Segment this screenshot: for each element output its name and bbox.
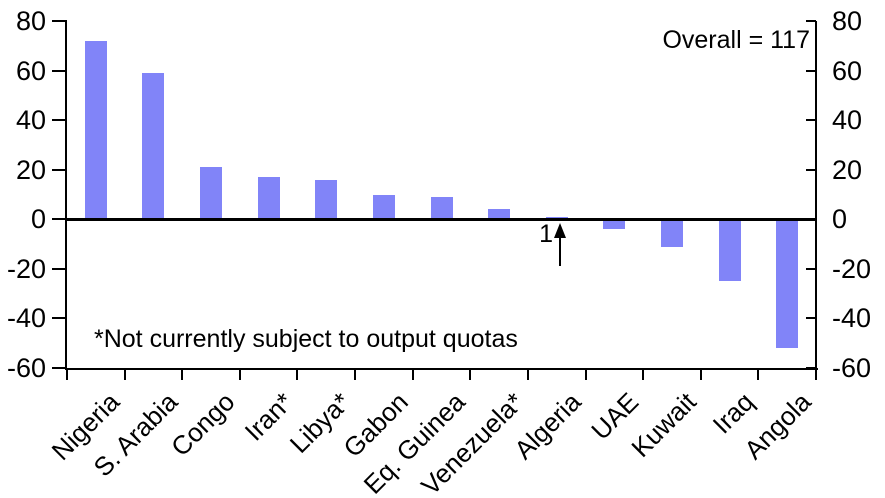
- x-tick: [296, 368, 299, 380]
- x-tick: [757, 368, 760, 380]
- bar-uae: [603, 219, 626, 230]
- x-tick: [815, 368, 817, 380]
- x-tick: [411, 368, 414, 380]
- y-tick-label-left: 60: [15, 55, 46, 86]
- x-category-label-congo: Congo: [165, 386, 241, 462]
- bar-nigeria: [84, 40, 107, 220]
- y-tick-label-right: 20: [832, 154, 863, 185]
- bar-kuwait: [660, 219, 683, 247]
- bar-iran: [257, 177, 280, 220]
- y-tick-left: [52, 20, 67, 22]
- bar-iraq: [718, 219, 741, 282]
- overall-annotation: Overall = 117: [662, 26, 810, 54]
- bar-congo: [200, 167, 223, 220]
- y-tick-label-right: 0: [832, 204, 848, 235]
- y-tick-label-right: -40: [832, 303, 872, 334]
- x-tick: [354, 368, 357, 380]
- y-tick-label-right: -20: [832, 253, 872, 284]
- y-tick-right: [806, 69, 816, 72]
- x-tick: [526, 368, 529, 380]
- y-tick-label-right: 40: [832, 105, 863, 136]
- bar-venezuela: [488, 209, 511, 220]
- y-tick-label-right: 60: [832, 55, 863, 86]
- y-tick-label-left: -60: [6, 353, 46, 383]
- y-tick-label-left: 0: [30, 204, 46, 235]
- y-tick-label-left: -20: [6, 253, 46, 284]
- y-tick-right: [806, 317, 816, 320]
- zero-line: [66, 217, 816, 221]
- x-tick: [642, 368, 645, 380]
- x-tick: [584, 368, 587, 380]
- x-tick: [699, 368, 702, 380]
- y-tick-right: [806, 267, 816, 270]
- y-tick-label-right: -60: [832, 353, 872, 383]
- y-tick-label-right: 80: [832, 6, 863, 36]
- y-axis-left: [65, 21, 67, 370]
- algeria-value-label: 1: [539, 220, 553, 248]
- bar-libya: [315, 179, 338, 220]
- y-tick-left: [52, 317, 67, 320]
- y-axis-right: [815, 21, 817, 370]
- y-tick-left: [52, 119, 67, 122]
- x-tick: [66, 368, 68, 380]
- x-tick: [469, 368, 472, 380]
- y-tick-left: [52, 69, 67, 72]
- bar-eq-guinea: [430, 196, 453, 220]
- bar-s-arabia: [142, 73, 165, 220]
- arrow-head: [554, 223, 566, 238]
- y-tick-left: [52, 267, 67, 270]
- x-axis: [65, 368, 818, 370]
- y-tick-right: [806, 168, 816, 171]
- x-tick: [123, 368, 126, 380]
- y-tick-left: [52, 168, 67, 171]
- bar-angola: [776, 219, 799, 349]
- x-tick: [181, 368, 184, 380]
- arrow-shaft: [559, 234, 561, 266]
- y-tick-label-left: 40: [15, 105, 46, 136]
- bar-gabon: [372, 194, 395, 220]
- y-tick-left: [52, 367, 67, 369]
- y-tick-label-left: 20: [15, 154, 46, 185]
- y-tick-right: [806, 20, 816, 22]
- footnote-annotation: *Not currently subject to output quotas: [94, 325, 518, 353]
- y-tick-label-left: 80: [15, 6, 46, 36]
- y-tick-right: [806, 119, 816, 122]
- x-tick: [238, 368, 241, 380]
- y-tick-label-left: -40: [6, 303, 46, 334]
- x-category-label-kuwait: Kuwait: [625, 386, 702, 463]
- y-tick-left: [52, 218, 67, 221]
